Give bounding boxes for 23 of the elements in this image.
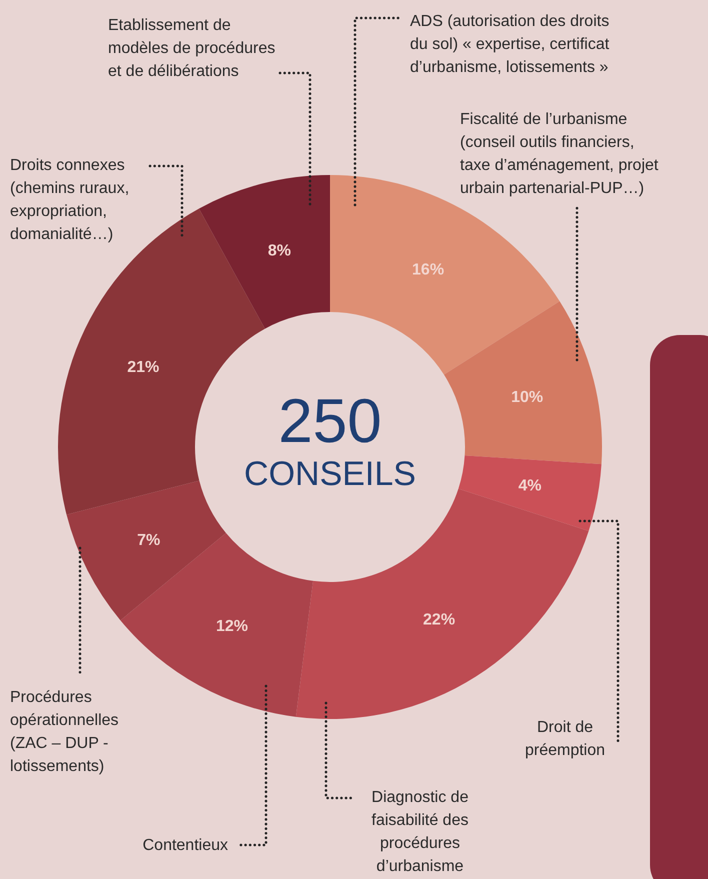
slice-label: Fiscalité de l’urbanisme (conseil outils financiers, taxe d’aménagement, projet urbain partenarial-PUP…) xyxy=(460,111,659,197)
data-label: 12% xyxy=(216,618,248,635)
slice-label: ADS (autorisation des droits du sol) « expertise, certificat d’urbanisme, lotissements » xyxy=(410,13,610,76)
data-label: 16% xyxy=(412,261,444,278)
slice-label: Procédures opérationnelles (ZAC – DUP - lotissements) xyxy=(10,689,119,775)
donut-slice xyxy=(66,480,226,620)
data-label: 7% xyxy=(137,532,160,549)
text: CONSEILS xyxy=(244,455,416,493)
donut-slice xyxy=(198,175,330,329)
data-label: 4% xyxy=(518,478,542,495)
data-label: 21% xyxy=(127,358,160,376)
data-label: 22% xyxy=(423,611,456,628)
donut-slice xyxy=(458,455,602,532)
donut-slice xyxy=(444,301,602,464)
slice-label: Diagnostic de faisabilité des procédures d’urbanisme xyxy=(372,789,469,875)
slice-label: Droits connexes (chemins ruraux, expropriation, domanialité…) xyxy=(10,157,130,243)
data-label: 8% xyxy=(268,242,291,260)
slice-label: Droit de préemption xyxy=(524,719,606,759)
donut-slice xyxy=(120,533,314,717)
slice-label: Contentieux xyxy=(142,837,228,854)
text: 250 xyxy=(278,387,382,456)
slice-label: Etablissement de modèles de procédures et de délibérations xyxy=(108,17,276,80)
data-label: 10% xyxy=(511,388,544,406)
